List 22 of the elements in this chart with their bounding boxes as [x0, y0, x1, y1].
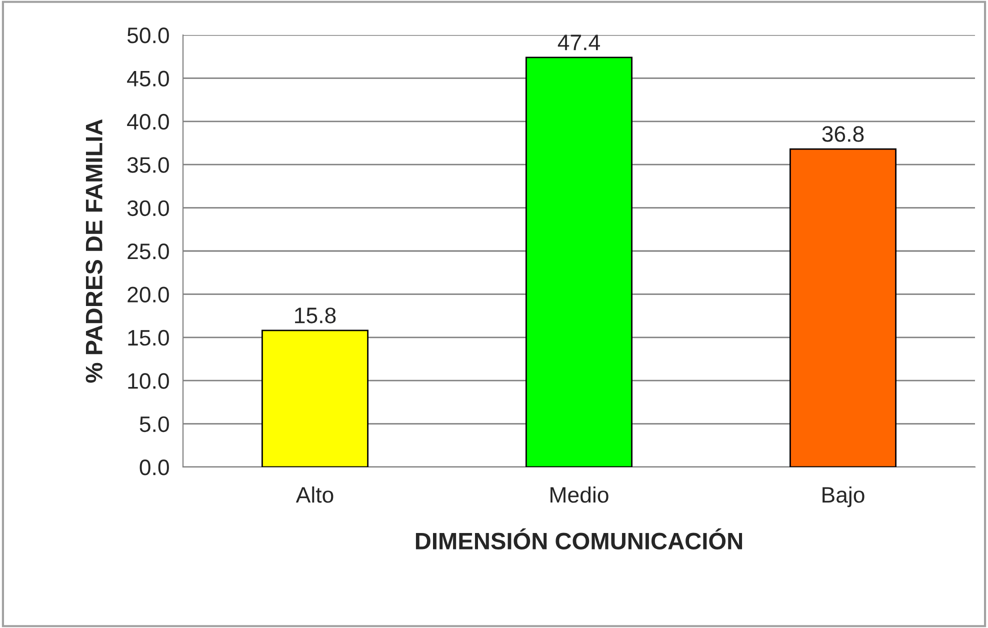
y-tick-label: 25.0: [128, 244, 169, 260]
y-tick-label: 45.0: [127, 70, 169, 86]
x-tick-label: Alto: [296, 486, 334, 503]
y-tick-label: 35.0: [127, 157, 169, 173]
data-label: 36.8: [822, 126, 864, 142]
data-label: 15.8: [295, 308, 336, 324]
y-tick-label: 30.0: [127, 200, 169, 216]
y-tick-label: 50.0: [127, 28, 169, 44]
bar: [526, 56, 632, 467]
x-axis-title: DIMENSIÓN COMUNICACIÓN: [416, 528, 742, 550]
y-tick-label: 20.0: [128, 286, 169, 302]
y-tick-label: 40.0: [127, 114, 169, 130]
y-tick-label: 0.0: [140, 460, 169, 476]
data-label: 47.4: [558, 34, 600, 50]
bar: [262, 330, 368, 467]
y-tick-label: 15.0: [128, 330, 169, 346]
x-tick-label: Bajo: [822, 486, 864, 508]
y-tick-label: 10.0: [128, 373, 169, 389]
bar: [790, 148, 896, 467]
x-tick-label: Medio: [550, 486, 608, 503]
y-tick-label: 5.0: [140, 416, 169, 432]
y-axis-title: % PADRES DE FAMILIA: [86, 119, 102, 383]
